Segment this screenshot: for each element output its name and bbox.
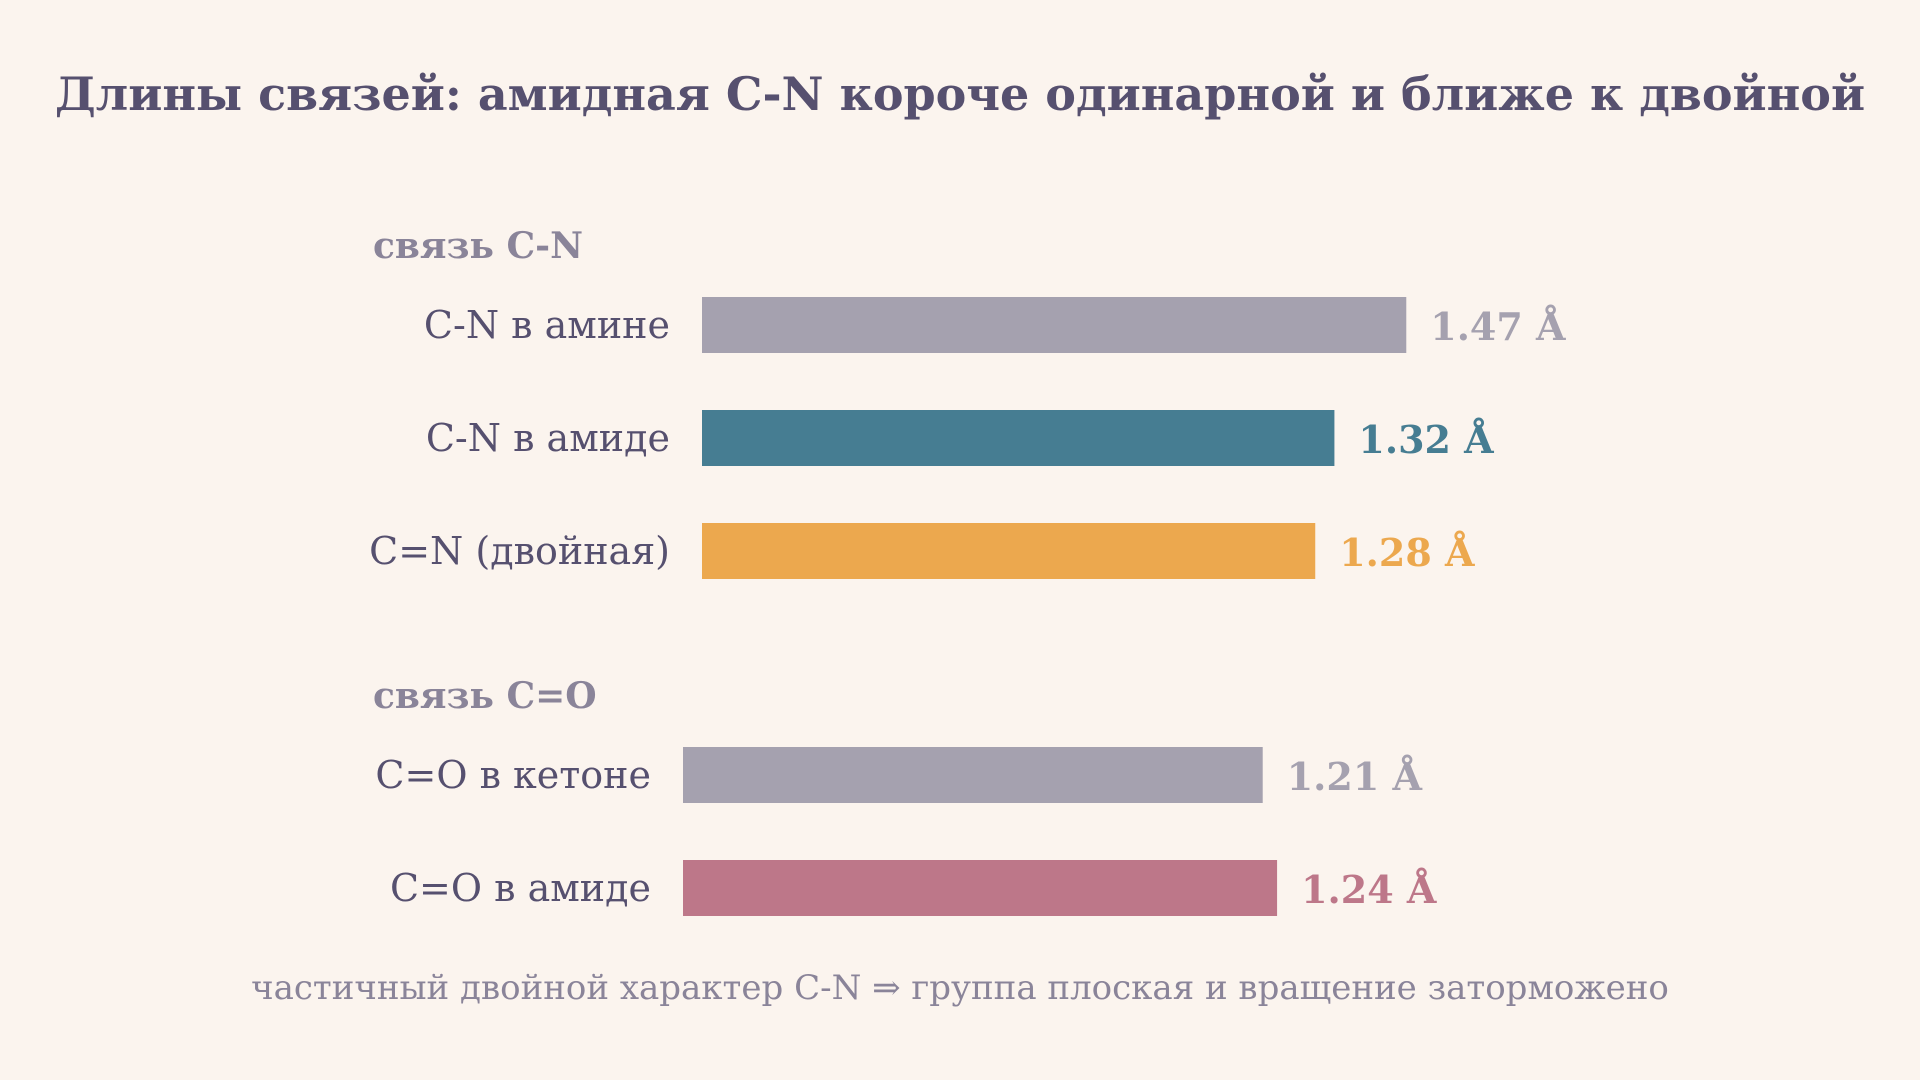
chart-footnote: частичный двойной характер C-N ⇒ группа … xyxy=(251,968,1669,1008)
group-label: связь C=O xyxy=(373,675,597,717)
bar xyxy=(702,523,1316,579)
group-label: связь C-N xyxy=(373,225,583,267)
category-label: C=O в амиде xyxy=(390,866,651,910)
bar xyxy=(683,747,1263,803)
bar xyxy=(702,410,1335,466)
value-label: 1.32 Å xyxy=(1358,417,1494,462)
value-label: 1.28 Å xyxy=(1339,530,1475,575)
bar xyxy=(683,860,1278,916)
category-label: C-N в амине xyxy=(424,303,670,347)
bar-group: связь C=O C=O в кетоне 1.21 Å C=O в амиде 1.… xyxy=(373,675,1437,916)
category-label: C=N (двойная) xyxy=(369,529,670,573)
bar xyxy=(702,297,1407,353)
value-label: 1.47 Å xyxy=(1430,304,1566,349)
value-label: 1.24 Å xyxy=(1301,867,1437,912)
category-label: C=O в кетоне xyxy=(375,753,651,797)
bar-groups: связь C-N C-N в амине 1.47 Å C-N в амиде 1.3… xyxy=(369,225,1566,916)
category-label: C-N в амиде xyxy=(426,416,670,460)
value-label: 1.21 Å xyxy=(1287,754,1423,799)
chart-title: Длины связей: амидная C-N короче одинарн… xyxy=(55,67,1865,121)
bar-group: связь C-N C-N в амине 1.47 Å C-N в амиде 1.3… xyxy=(369,225,1566,579)
